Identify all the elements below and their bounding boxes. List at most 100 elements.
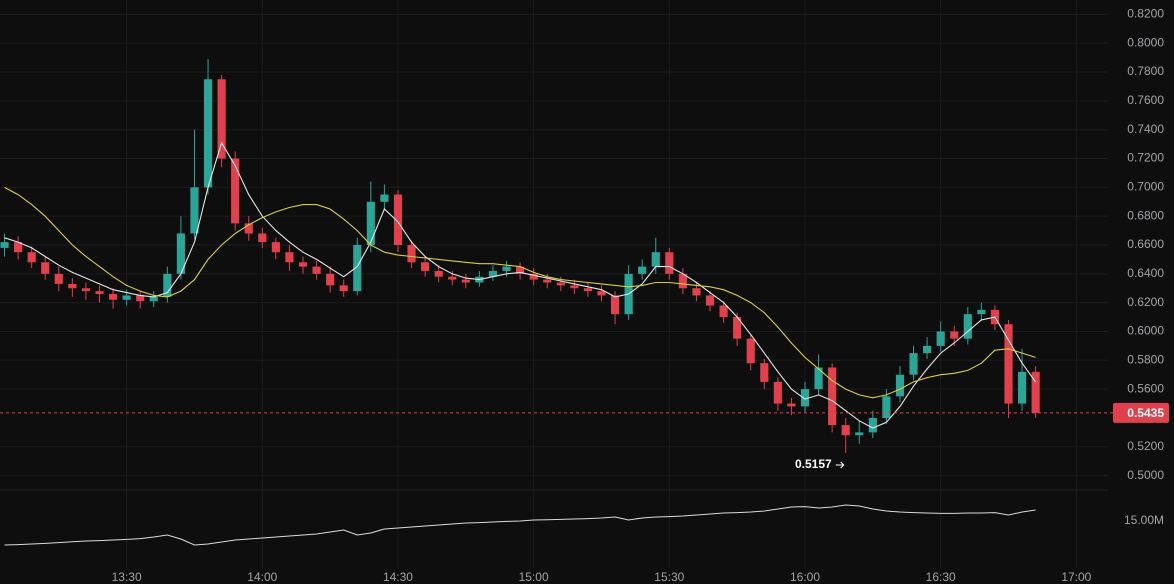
candle-body (1031, 371, 1040, 413)
x-tick-label: 14:30 (383, 570, 413, 584)
candle-body (326, 273, 335, 286)
candle-body (1018, 371, 1027, 404)
candle-body (828, 367, 837, 426)
x-tick-label: 15:00 (519, 570, 549, 584)
candle-body (421, 262, 430, 271)
candle-body (923, 345, 932, 354)
candle-body (638, 266, 647, 274)
candle-body (176, 233, 185, 274)
candle-body (54, 273, 63, 284)
candle-body (665, 252, 674, 274)
candle-body (380, 194, 389, 202)
candle-body (366, 201, 375, 245)
candle-body (190, 187, 199, 234)
candle-body (488, 270, 498, 277)
candle-body (298, 262, 308, 267)
candle-body (950, 331, 959, 339)
y-tick-label: 0.7800 (1127, 64, 1164, 78)
y-tick-label: 0.6400 (1127, 266, 1164, 280)
candle-body (882, 396, 891, 418)
candle-body (81, 288, 90, 292)
candle-body (895, 374, 905, 397)
candle-body (108, 294, 118, 300)
indicator-tick-label: 15.00M (1124, 513, 1164, 527)
candle-body (760, 363, 769, 382)
candle-body (909, 353, 918, 375)
indicator-line (4, 504, 1036, 546)
candle-body (258, 233, 267, 243)
ma-line (4, 141, 1037, 429)
candle-body (434, 270, 443, 277)
candle-body (583, 288, 592, 292)
candle-body (963, 314, 972, 339)
y-tick-label: 0.5600 (1127, 381, 1164, 395)
y-tick-label: 0.7400 (1127, 122, 1164, 136)
candle-body (41, 262, 50, 274)
candle-body (678, 273, 687, 289)
candle-body (841, 425, 850, 436)
y-tick-label: 0.6200 (1127, 295, 1164, 309)
candle-body (353, 245, 362, 292)
y-tick-label: 0.5200 (1127, 439, 1164, 453)
candle-body (461, 279, 470, 283)
y-tick-label: 0.8000 (1127, 35, 1164, 49)
candle-body (393, 194, 403, 245)
candle-body (203, 79, 213, 188)
candle-body (122, 295, 131, 300)
candle-body (529, 273, 538, 280)
candle-body (231, 158, 240, 224)
candle-body (936, 331, 945, 346)
y-tick-label: 0.5800 (1127, 352, 1164, 366)
candle-body (719, 305, 728, 318)
candle-body (163, 273, 172, 297)
candle-body (244, 223, 253, 234)
candle-body (705, 295, 715, 306)
candle-body (502, 266, 511, 271)
candle-body (285, 252, 294, 263)
candle-body (1004, 324, 1013, 404)
y-tick-label: 0.6000 (1127, 324, 1164, 338)
candle-body (855, 432, 864, 436)
price-label: 0.5435 (1127, 406, 1164, 420)
candle-body (448, 276, 457, 280)
x-tick-label: 15:30 (654, 570, 684, 584)
candle-body (339, 285, 348, 292)
x-tick-label: 17:00 (1061, 570, 1091, 584)
y-tick-label: 0.6600 (1127, 237, 1164, 251)
candle-body (597, 291, 606, 296)
price-label-box (1113, 402, 1169, 423)
candle-body (800, 389, 810, 407)
x-tick-label: 16:30 (926, 570, 956, 584)
candle-body (556, 282, 565, 286)
candle-body (868, 417, 877, 433)
candle-body (14, 242, 23, 253)
y-tick-label: 0.7600 (1127, 93, 1164, 107)
candle-body (0, 242, 9, 248)
candle-body (516, 266, 525, 274)
candle-body (610, 295, 620, 315)
candle-body (136, 295, 145, 302)
y-tick-label: 0.6800 (1127, 208, 1164, 222)
candle-body (95, 291, 104, 294)
candle-body (733, 317, 742, 339)
candle-body (68, 283, 77, 289)
x-tick-label: 16:00 (790, 570, 820, 584)
ma-line (4, 186, 1036, 399)
candle-body (27, 252, 36, 263)
x-tick-label: 13:30 (112, 570, 142, 584)
candle-body (407, 245, 416, 263)
candle-body (543, 279, 552, 283)
candle-body (217, 79, 226, 159)
annotation-arrow (835, 461, 845, 469)
y-tick-label: 0.7200 (1127, 151, 1164, 165)
low-annotation: 0.5157 (795, 457, 832, 471)
candle-body (773, 381, 782, 404)
y-tick-label: 0.5000 (1127, 468, 1164, 482)
candle-body (787, 403, 796, 407)
candle-body (977, 309, 986, 315)
candle-body (746, 338, 755, 364)
y-tick-label: 0.8200 (1127, 7, 1164, 21)
candle-body (149, 296, 158, 302)
x-tick-label: 14:00 (247, 570, 277, 584)
